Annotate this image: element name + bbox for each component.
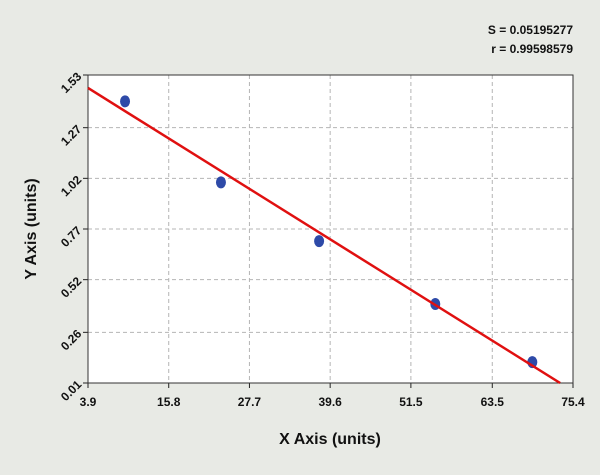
x-tick-label: 75.4 [561, 395, 585, 409]
x-tick-label: 3.9 [80, 395, 97, 409]
point [314, 235, 325, 248]
annotation: S = 0.05195277 [488, 23, 573, 37]
point [215, 176, 226, 189]
x-tick-label: 63.5 [481, 395, 505, 409]
point [120, 95, 131, 108]
x-tick-label: 51.5 [399, 395, 423, 409]
x-tick-label: 27.7 [238, 395, 262, 409]
fit-line [87, 86, 561, 385]
x-tick-label: 39.6 [318, 395, 342, 409]
y-axis-label: Y Axis (units) [23, 178, 40, 279]
annotation: r = 0.99598579 [491, 42, 573, 56]
x-tick-label: 15.8 [157, 395, 181, 409]
x-axis-label: X Axis (units) [279, 431, 381, 448]
plot-border [87, 74, 574, 384]
